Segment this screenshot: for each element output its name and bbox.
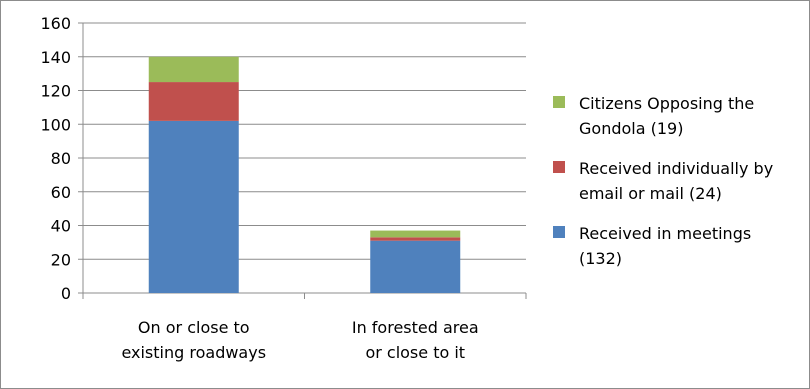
legend-swatch — [553, 226, 565, 238]
legend-label: email or mail (24) — [579, 184, 722, 203]
y-tick-label: 40 — [51, 217, 71, 236]
legend-label: Received in meetings — [579, 224, 751, 243]
bar-segment — [148, 56, 239, 83]
y-tick-label: 60 — [51, 183, 71, 202]
x-category-label: On or close to — [138, 318, 250, 337]
x-category-label: existing roadways — [121, 343, 266, 362]
y-tick-label: 100 — [40, 115, 71, 134]
x-category-label: or close to it — [365, 343, 465, 362]
y-tick-label: 80 — [51, 149, 71, 168]
y-tick-label: 120 — [40, 82, 71, 101]
legend-label: Citizens Opposing the — [579, 94, 754, 113]
y-tick-label: 160 — [40, 14, 71, 33]
bar-segment — [370, 237, 461, 241]
y-tick-label: 0 — [61, 284, 71, 303]
legend-swatch — [553, 96, 565, 108]
x-category-label: In forested area — [352, 318, 479, 337]
legend-label: (132) — [579, 249, 622, 268]
y-tick-label: 20 — [51, 250, 71, 269]
legend-label: Gondola (19) — [579, 119, 683, 138]
bar-segment — [370, 230, 461, 238]
y-tick-label: 140 — [40, 48, 71, 67]
legend-swatch — [553, 161, 565, 173]
bar-segment — [148, 82, 239, 121]
legend-label: Received individually by — [579, 159, 773, 178]
bar-segment — [370, 240, 461, 293]
bar-segment — [148, 120, 239, 293]
